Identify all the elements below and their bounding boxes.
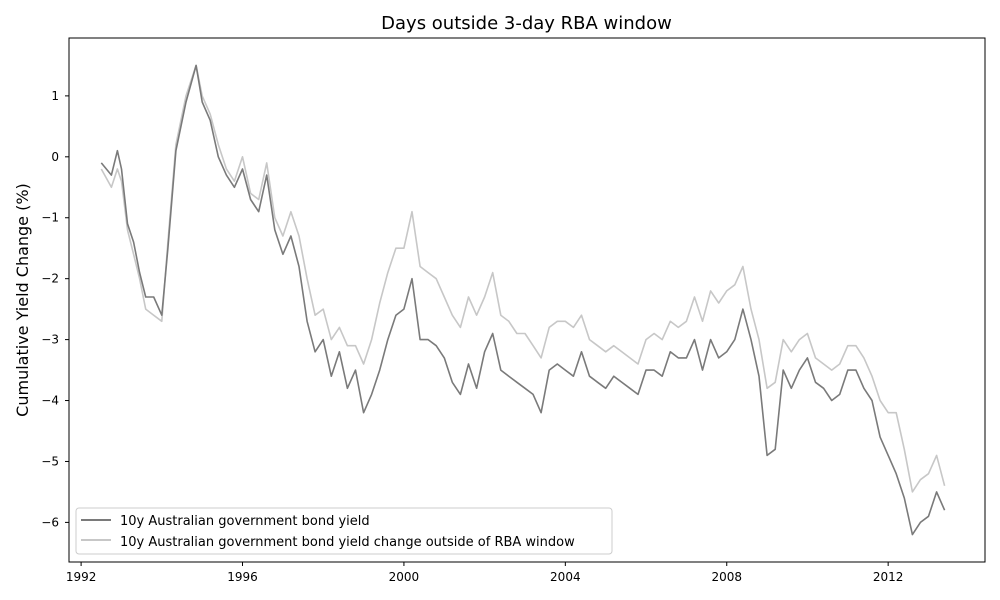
series-line-2 (100, 64, 946, 493)
plot-frame (68, 37, 986, 563)
legend-label-series-1: 10y Australian government bond yield (120, 514, 370, 529)
x-tick-label: 2008 (711, 570, 742, 584)
x-tick-label: 2000 (389, 570, 420, 584)
plot-lines (100, 64, 946, 536)
y-tick-label: −1 (41, 211, 59, 225)
y-axis: 1 0 −1 −2 −3 −4 −5 −6 (41, 89, 69, 529)
series-line-1 (100, 64, 946, 536)
x-axis: 1992 1996 2000 2004 2008 2012 (66, 562, 904, 584)
y-axis-label: Cumulative Yield Change (%) (13, 183, 32, 417)
legend-box (75, 507, 613, 555)
x-tick-label: 1996 (227, 570, 258, 584)
x-tick-label: 2012 (873, 570, 904, 584)
y-tick-label: −6 (41, 515, 59, 529)
x-tick-label: 2004 (550, 570, 581, 584)
y-tick-label: −5 (41, 454, 59, 468)
y-tick-label: −4 (41, 394, 59, 408)
legend: 10y Australian government bond yield 10y… (75, 507, 613, 555)
y-tick-label: 0 (51, 150, 59, 164)
x-tick-label: 1992 (66, 570, 97, 584)
y-tick-label: −2 (41, 272, 59, 286)
y-tick-label: 1 (51, 89, 59, 103)
y-tick-label: −3 (41, 333, 59, 347)
chart-title: Days outside 3-day RBA window (381, 13, 672, 34)
legend-label-series-2: 10y Australian government bond yield cha… (120, 535, 575, 550)
